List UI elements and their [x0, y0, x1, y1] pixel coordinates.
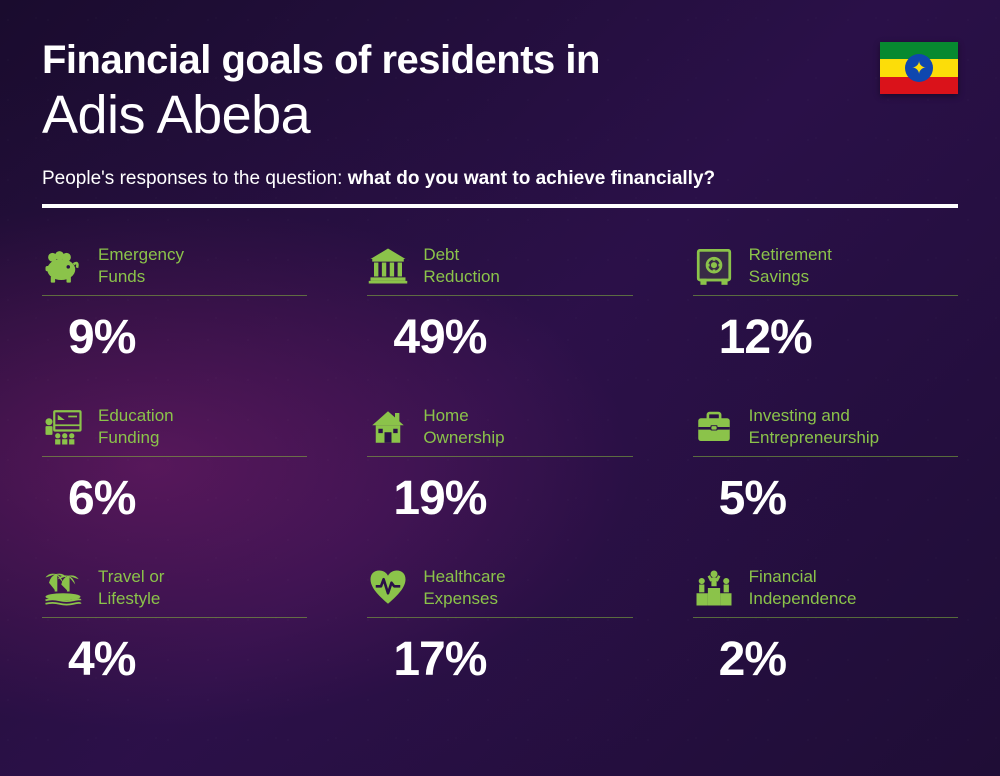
card-education-funding: Education Funding 6% [42, 405, 307, 526]
card-label: Financial Independence [749, 566, 857, 609]
card-retirement-savings: Retirement Savings 12% [693, 244, 958, 365]
label-line2: Reduction [423, 267, 500, 286]
label-line2: Funds [98, 267, 145, 286]
briefcase-icon [693, 406, 735, 448]
card-value: 2% [693, 632, 958, 687]
card-emergency-funds: Emergency Funds 9% [42, 244, 307, 365]
card-head: Investing and Entrepreneurship [693, 405, 958, 457]
label-line2: Independence [749, 589, 857, 608]
header-divider [42, 204, 958, 208]
label-line2: Expenses [423, 589, 498, 608]
card-head: Education Funding [42, 405, 307, 457]
card-label: Education Funding [98, 405, 174, 448]
card-label: Debt Reduction [423, 244, 500, 287]
card-financial-independence: Financial Independence 2% [693, 566, 958, 687]
card-head: Healthcare Expenses [367, 566, 632, 618]
label-line1: Financial [749, 567, 817, 586]
stats-grid: Emergency Funds 9% Debt Reduction 49% [42, 244, 958, 687]
card-label: Healthcare Expenses [423, 566, 505, 609]
card-head: Emergency Funds [42, 244, 307, 296]
card-label: Retirement Savings [749, 244, 832, 287]
subtitle-prefix: People's responses to the question: [42, 168, 348, 189]
flag-stripe-yellow: ✦ [880, 59, 958, 76]
label-line1: Debt [423, 245, 459, 264]
infographic-container: ✦ Financial goals of residents in Adis A… [0, 0, 1000, 717]
card-label: Home Ownership [423, 405, 504, 448]
card-value: 49% [367, 310, 632, 365]
card-head: Home Ownership [367, 405, 632, 457]
card-head: Financial Independence [693, 566, 958, 618]
card-label: Emergency Funds [98, 244, 184, 287]
label-line1: Healthcare [423, 567, 505, 586]
bank-icon [367, 245, 409, 287]
card-value: 19% [367, 471, 632, 526]
card-healthcare-expenses: Healthcare Expenses 17% [367, 566, 632, 687]
card-value: 12% [693, 310, 958, 365]
card-value: 9% [42, 310, 307, 365]
label-line2: Lifestyle [98, 589, 160, 608]
label-line2: Ownership [423, 428, 504, 447]
card-value: 17% [367, 632, 632, 687]
label-line1: Retirement [749, 245, 832, 264]
piggy-bank-icon [42, 245, 84, 287]
card-investing-entrepreneurship: Investing and Entrepreneurship 5% [693, 405, 958, 526]
education-icon [42, 406, 84, 448]
card-value: 4% [42, 632, 307, 687]
label-line1: Emergency [98, 245, 184, 264]
label-line1: Home [423, 406, 468, 425]
card-value: 6% [42, 471, 307, 526]
heart-pulse-icon [367, 567, 409, 609]
card-label: Investing and Entrepreneurship [749, 405, 879, 448]
label-line2: Entrepreneurship [749, 428, 879, 447]
card-head: Travel or Lifestyle [42, 566, 307, 618]
label-line2: Savings [749, 267, 809, 286]
label-line1: Investing and [749, 406, 850, 425]
podium-icon [693, 567, 735, 609]
card-head: Retirement Savings [693, 244, 958, 296]
card-label: Travel or Lifestyle [98, 566, 164, 609]
safe-icon [693, 245, 735, 287]
card-travel-lifestyle: Travel or Lifestyle 4% [42, 566, 307, 687]
flag-ethiopia: ✦ [880, 42, 958, 94]
label-line2: Funding [98, 428, 159, 447]
card-debt-reduction: Debt Reduction 49% [367, 244, 632, 365]
flag-star-icon: ✦ [911, 59, 926, 77]
card-value: 5% [693, 471, 958, 526]
label-line1: Travel or [98, 567, 164, 586]
house-icon [367, 406, 409, 448]
header: ✦ Financial goals of residents in Adis A… [42, 38, 958, 208]
palm-icon [42, 567, 84, 609]
title-line1: Financial goals of residents in [42, 38, 958, 82]
title-line2: Adis Abeba [42, 84, 958, 146]
card-home-ownership: Home Ownership 19% [367, 405, 632, 526]
label-line1: Education [98, 406, 174, 425]
subtitle: People's responses to the question: what… [42, 168, 958, 190]
card-head: Debt Reduction [367, 244, 632, 296]
subtitle-bold: what do you want to achieve financially? [348, 168, 715, 189]
flag-emblem: ✦ [905, 54, 933, 82]
